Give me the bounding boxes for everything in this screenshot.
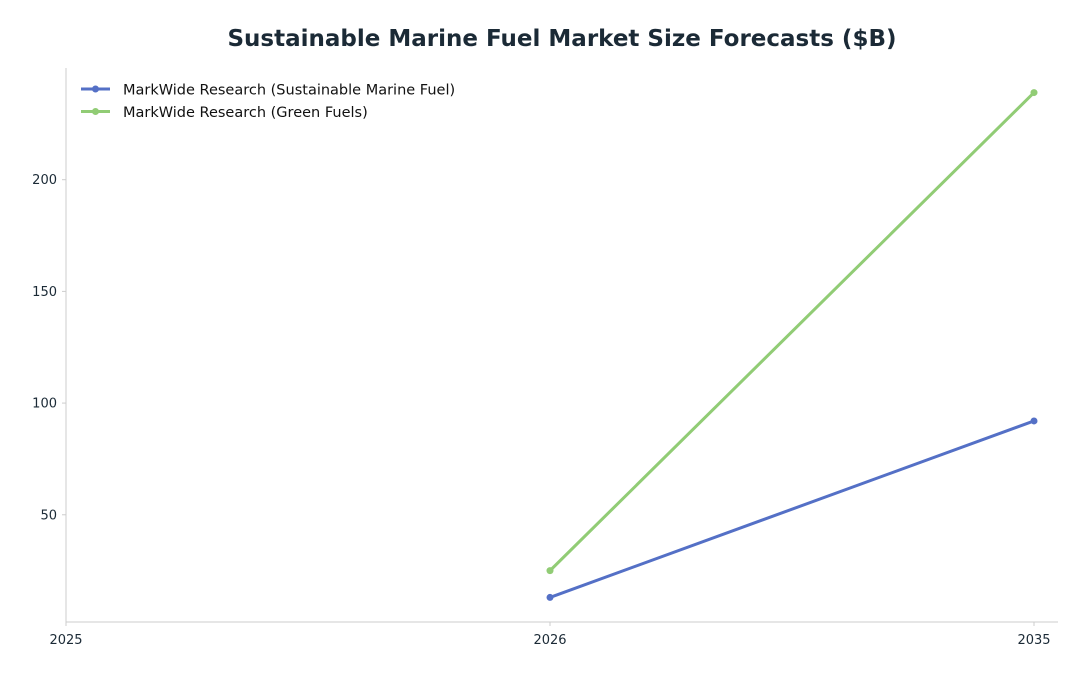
legend-label: MarkWide Research (Green Fuels)	[123, 105, 368, 121]
y-tick-label: 150	[32, 285, 57, 300]
series-line-2	[548, 91, 1036, 573]
legend-label: MarkWide Research (Sustainable Marine Fu…	[123, 83, 455, 99]
data-point	[1030, 417, 1038, 425]
axes: 50 100 150 200 2025 2026 2035	[32, 68, 1058, 648]
y-tick-label: 50	[40, 508, 57, 523]
legend: MarkWide Research (Sustainable Marine Fu…	[81, 83, 455, 121]
chart-title: Sustainable Marine Fuel Market Size Fore…	[227, 26, 897, 52]
x-tick-label: 2025	[49, 633, 82, 648]
legend-swatch-marker	[92, 108, 99, 115]
x-tick-label: 2026	[533, 633, 566, 648]
data-point	[546, 567, 554, 575]
series-line-1	[548, 419, 1036, 599]
y-tick-label: 100	[32, 397, 57, 412]
series-layer	[546, 89, 1038, 601]
data-point	[1030, 89, 1038, 97]
legend-swatch-marker	[92, 85, 99, 93]
y-tick-label: 200	[32, 173, 57, 188]
x-tick-label: 2035	[1017, 633, 1050, 648]
data-point	[546, 593, 554, 601]
